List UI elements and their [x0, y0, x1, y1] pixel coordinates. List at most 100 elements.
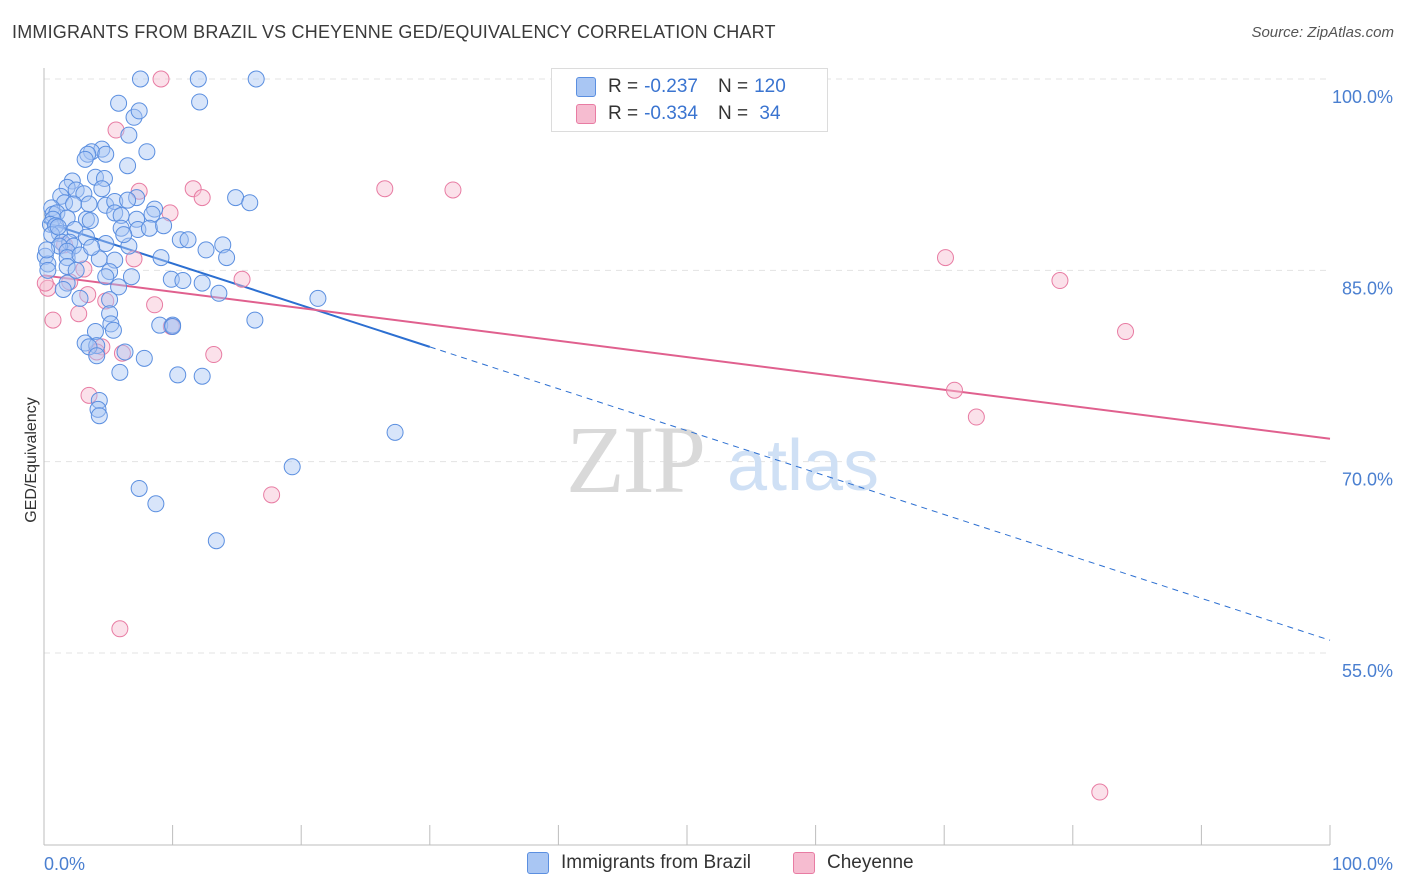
data-point-brazil — [131, 70, 149, 88]
data-point-brazil — [58, 249, 76, 267]
data-point-brazil — [210, 284, 228, 302]
data-point-brazil — [138, 143, 156, 161]
watermark-zip: ZIP — [566, 406, 704, 513]
data-point-brazil — [155, 217, 173, 235]
stats-legend: R = -0.237 N = 120 R = -0.334 N = 34 — [551, 68, 828, 132]
data-point-brazil — [81, 212, 99, 230]
data-point-brazil — [49, 218, 67, 236]
legend-r-value: -0.334 — [644, 103, 698, 124]
data-point-cheyenne — [444, 181, 462, 199]
data-point-brazil — [169, 366, 187, 384]
data-point-brazil — [207, 532, 225, 550]
legend-n-value: 120 — [754, 76, 786, 97]
legend-item-cheyenne[interactable]: Cheyenne — [793, 852, 914, 874]
legend-swatch-brazil — [576, 77, 596, 97]
data-point-brazil — [247, 70, 265, 88]
gridlines — [44, 78, 1330, 654]
data-point-brazil — [76, 150, 94, 168]
data-point-cheyenne — [79, 286, 97, 304]
data-point-brazil — [147, 495, 165, 513]
data-point-brazil — [179, 231, 197, 249]
data-point-cheyenne — [80, 386, 98, 404]
data-point-cheyenne — [233, 270, 251, 288]
data-point-brazil — [218, 249, 236, 267]
data-point-brazil — [67, 181, 85, 199]
data-point-cheyenne — [205, 346, 223, 364]
data-point-brazil — [283, 458, 301, 476]
data-point-brazil — [90, 391, 108, 409]
data-point-brazil — [130, 102, 148, 120]
y-tick-label: 55.0% — [1342, 661, 1393, 681]
series-brazil-points — [36, 70, 404, 550]
data-point-brazil — [88, 347, 106, 365]
data-point-brazil — [83, 238, 101, 256]
data-point-cheyenne — [36, 274, 54, 292]
x-tick-label-min: 0.0% — [44, 854, 85, 874]
data-point-cheyenne — [376, 180, 394, 198]
data-point-brazil — [116, 343, 134, 361]
watermark-atlas: atlas — [727, 426, 879, 506]
data-point-brazil — [246, 311, 264, 329]
legend-item-brazil[interactable]: Immigrants from Brazil — [527, 852, 751, 874]
data-point-brazil — [90, 407, 108, 425]
data-point-brazil — [39, 255, 57, 273]
data-point-brazil — [38, 241, 56, 259]
data-point-brazil — [227, 189, 245, 207]
trend-lines — [43, 220, 1331, 641]
data-point-brazil — [80, 195, 98, 213]
data-point-brazil — [122, 268, 140, 286]
data-point-brazil — [140, 219, 158, 237]
data-point-cheyenne — [70, 305, 88, 323]
data-point-brazil — [110, 94, 128, 112]
data-point-cheyenne — [263, 486, 281, 504]
data-point-brazil — [197, 241, 215, 259]
data-point-cheyenne — [1091, 783, 1109, 801]
data-point-brazil — [119, 157, 137, 175]
legend-r-label: R = — [608, 76, 639, 97]
data-point-cheyenne — [193, 189, 211, 207]
legend-label-cheyenne: Cheyenne — [827, 852, 914, 873]
data-point-brazil — [193, 274, 211, 292]
data-point-brazil — [115, 226, 133, 244]
data-point-brazil — [97, 268, 115, 286]
data-point-brazil — [65, 195, 83, 213]
data-point-cheyenne — [125, 250, 143, 268]
y-tick-label: 70.0% — [1342, 470, 1393, 490]
data-point-brazil — [241, 194, 259, 212]
data-point-cheyenne — [1051, 272, 1069, 290]
data-point-brazil — [89, 400, 107, 418]
data-point-brazil — [111, 363, 129, 381]
data-point-cheyenne — [107, 121, 125, 139]
data-point-brazil — [191, 93, 209, 111]
legend-swatch-brazil — [527, 852, 549, 874]
data-point-brazil — [77, 228, 95, 246]
chart-title: IMMIGRANTS FROM BRAZIL VS CHEYENNE GED/E… — [12, 22, 776, 42]
y-tick-label: 85.0% — [1342, 278, 1393, 298]
legend-n-label: N = — [717, 76, 749, 97]
y-axis-title: GED/Equivalency — [23, 397, 40, 522]
legend-label-brazil: Immigrants from Brazil — [561, 852, 752, 873]
data-point-cheyenne — [44, 311, 62, 329]
data-point-brazil — [135, 349, 153, 367]
data-point-brazil — [164, 317, 182, 335]
data-point-cheyenne — [967, 408, 985, 426]
data-point-brazil — [67, 261, 85, 279]
legend-n-label: N = — [717, 103, 749, 124]
legend-r-value: -0.237 — [644, 76, 698, 97]
data-point-brazil — [386, 423, 404, 441]
data-point-brazil — [75, 185, 93, 203]
data-point-brazil — [214, 236, 232, 254]
data-point-brazil — [104, 321, 122, 339]
data-point-cheyenne — [936, 249, 954, 267]
data-point-cheyenne — [945, 381, 963, 399]
data-point-brazil — [54, 280, 72, 298]
trend-line-brazil — [43, 220, 431, 348]
data-point-brazil — [151, 316, 169, 334]
data-point-brazil — [193, 367, 211, 385]
data-point-cheyenne — [146, 296, 164, 314]
x-tick-label-max: 100.0% — [1332, 854, 1393, 874]
data-point-brazil — [97, 145, 115, 163]
data-point-brazil — [79, 145, 97, 163]
axes — [43, 68, 1331, 846]
